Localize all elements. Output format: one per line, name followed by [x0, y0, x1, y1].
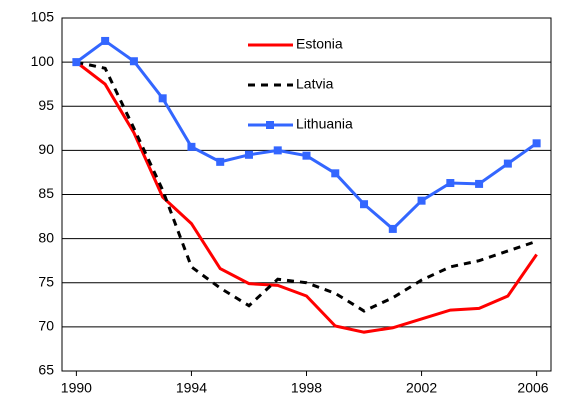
- marker: [388, 224, 397, 233]
- series-line: [75, 39, 538, 231]
- y-tick-label: 85: [38, 185, 54, 201]
- legend-marker: [266, 121, 274, 129]
- y-tick-label: 105: [31, 9, 55, 25]
- marker: [72, 58, 81, 67]
- marker: [331, 169, 340, 178]
- y-tick-label: 90: [38, 141, 54, 157]
- y-tick-label: 80: [38, 229, 54, 245]
- marker: [532, 139, 541, 148]
- marker: [187, 142, 196, 151]
- x-tick-label: 2002: [406, 380, 437, 396]
- x-tick-label: 1998: [291, 380, 322, 396]
- marker: [417, 196, 426, 205]
- marker: [302, 151, 311, 160]
- marker: [158, 94, 167, 103]
- plot-frame: [61, 17, 552, 372]
- legend-label: Estonia: [296, 36, 343, 52]
- marker: [101, 36, 110, 45]
- x-tick-label: 2006: [517, 380, 548, 396]
- marker: [216, 157, 225, 166]
- series-line: [75, 60, 538, 334]
- y-tick-label: 70: [38, 318, 54, 334]
- marker: [503, 159, 512, 168]
- x-tick-label: 1990: [61, 380, 92, 396]
- marker: [244, 150, 253, 159]
- x-tick-label: 1994: [176, 380, 207, 396]
- legend-label: Lithuania: [296, 116, 353, 132]
- y-tick-label: 65: [38, 362, 54, 378]
- y-tick-label: 100: [31, 53, 55, 69]
- series-line: [76, 60, 538, 313]
- marker: [446, 179, 455, 188]
- marker: [360, 200, 369, 209]
- marker: [475, 179, 484, 188]
- y-tick-label: 95: [38, 97, 54, 113]
- y-tick-label: 75: [38, 273, 54, 289]
- marker: [273, 146, 282, 155]
- legend-label: Latvia: [296, 76, 334, 92]
- marker: [129, 57, 138, 66]
